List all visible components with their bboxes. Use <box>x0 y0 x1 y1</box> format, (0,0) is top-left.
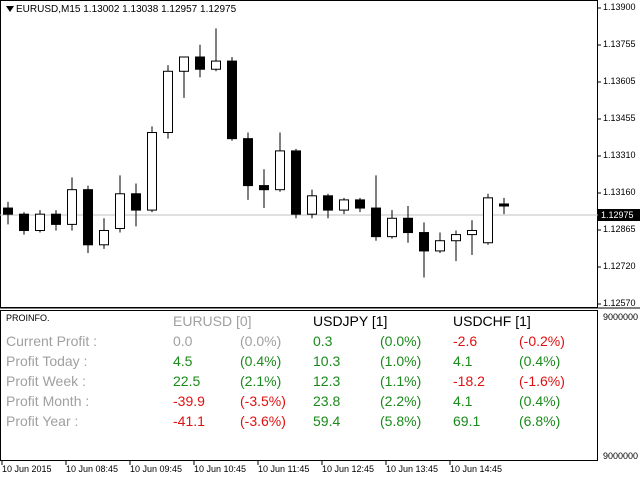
candle-bear <box>355 199 365 209</box>
candle-bear <box>323 195 333 211</box>
indicator-axis-bottom: 9000000 <box>603 451 639 461</box>
candle-bear <box>131 193 141 211</box>
row-label: Profit Today : <box>6 353 88 369</box>
profit-percent: (0.4%) <box>519 393 561 409</box>
candle-bear <box>371 207 381 238</box>
time-axis-label: 10 Jun 2015 <box>2 464 52 474</box>
candle-bear <box>291 150 301 215</box>
row-label: Current Profit : <box>6 333 98 349</box>
price-axis-label: 1.13455 <box>603 113 636 123</box>
price-axis-label: 1.13310 <box>603 150 636 160</box>
profit-value: -41.1 <box>173 413 205 429</box>
profit-value: 0.3 <box>313 333 333 349</box>
candle-bull <box>179 56 189 72</box>
candle-bull <box>35 213 45 232</box>
profit-percent: (0.0%) <box>380 333 422 349</box>
candle-bull <box>451 234 461 242</box>
candlestick-series[interactable] <box>3 28 509 278</box>
candle-bear <box>243 138 253 187</box>
candle-bear <box>403 217 413 234</box>
profit-percent: (-0.2%) <box>519 333 565 349</box>
candle-bull <box>339 199 349 211</box>
price-axis-label: 1.13900 <box>603 2 636 12</box>
profit-value: 4.1 <box>453 353 473 369</box>
candle-bear <box>51 213 61 225</box>
profit-percent: (0.0%) <box>240 333 282 349</box>
profit-value: 4.1 <box>453 393 473 409</box>
candle-bull <box>275 150 285 191</box>
candle-bear <box>499 203 509 207</box>
time-axis-label: 10 Jun 14:45 <box>450 464 503 474</box>
time-axis-label: 10 Jun 10:45 <box>194 464 247 474</box>
profit-value: -39.9 <box>173 393 205 409</box>
indicator-name: PROINFO. <box>6 313 50 323</box>
profit-value: 23.8 <box>313 393 341 409</box>
candle-bull <box>163 70 173 134</box>
chart-title: EURUSD,M15 1.13002 1.13038 1.12957 1.129… <box>6 4 236 15</box>
profit-value: 22.5 <box>173 373 201 389</box>
time-axis-label: 10 Jun 11:45 <box>258 464 310 474</box>
candle-bull <box>307 195 317 215</box>
profit-percent: (0.4%) <box>519 353 561 369</box>
header-eurusd: EURUSD [0] <box>173 313 252 329</box>
profit-value: 59.4 <box>313 413 341 429</box>
profit-percent: (1.0%) <box>380 353 422 369</box>
profit-percent: (2.1%) <box>240 373 282 389</box>
candle-bull <box>211 60 221 70</box>
candle-bull <box>115 193 125 229</box>
candle-bull <box>67 189 77 225</box>
time-axis-label: 10 Jun 12:45 <box>322 464 375 474</box>
candle-bear <box>83 189 93 246</box>
row-label: Profit Year : <box>6 413 79 429</box>
profit-percent: (-3.6%) <box>240 413 286 429</box>
current-price-label: 1.12975 <box>598 209 640 221</box>
profit-value: 10.3 <box>313 353 341 369</box>
row-label: Profit Month : <box>6 393 90 409</box>
header-usdjpy: USDJPY [1] <box>313 313 388 329</box>
dropdown-triangle-icon[interactable] <box>6 6 14 13</box>
price-axis-label: 1.13755 <box>603 39 636 49</box>
candle-bull <box>435 240 445 252</box>
candle-bear <box>259 185 269 191</box>
candle-bear <box>195 56 205 70</box>
candle-bull <box>387 217 397 238</box>
candle-bear <box>419 232 429 252</box>
indicator-axis-top: 9000000 <box>603 312 639 322</box>
price-axis-label: 1.12570 <box>603 298 636 308</box>
candle-bull <box>147 132 157 211</box>
header-usdchf: USDCHF [1] <box>453 313 531 329</box>
candle-bull <box>467 230 477 236</box>
profit-percent: (6.8%) <box>519 413 561 429</box>
profit-percent: (1.1%) <box>380 373 422 389</box>
time-axis-label: 10 Jun 09:45 <box>130 464 183 474</box>
profit-percent: (-3.5%) <box>240 393 286 409</box>
candle-bear <box>19 213 29 232</box>
time-axis-label: 10 Jun 13:45 <box>386 464 439 474</box>
time-axis-label: 10 Jun 08:45 <box>66 464 119 474</box>
profit-percent: (-1.6%) <box>519 373 565 389</box>
profit-value: -2.6 <box>453 333 478 349</box>
profit-value: -18.2 <box>453 373 485 389</box>
profit-value: 4.5 <box>173 353 193 369</box>
price-axis-label: 1.12720 <box>603 261 636 271</box>
profit-percent: (5.8%) <box>380 413 422 429</box>
profit-value: 0.0 <box>173 333 193 349</box>
symbol-info: EURUSD,M15 1.13002 1.13038 1.12957 1.129… <box>16 4 237 15</box>
profit-percent: (0.4%) <box>240 353 282 369</box>
profit-value: 12.3 <box>313 373 341 389</box>
candle-bear <box>227 60 237 140</box>
price-axis-label: 1.13605 <box>603 76 636 86</box>
candle-bull <box>99 230 109 246</box>
price-axis-label: 1.13160 <box>603 187 636 197</box>
row-label: Profit Week : <box>6 373 86 389</box>
profit-value: 69.1 <box>453 413 481 429</box>
candle-bull <box>483 197 493 244</box>
profit-percent: (2.2%) <box>380 393 422 409</box>
price-axis-label: 1.12865 <box>603 224 636 234</box>
candle-bear <box>3 207 13 215</box>
